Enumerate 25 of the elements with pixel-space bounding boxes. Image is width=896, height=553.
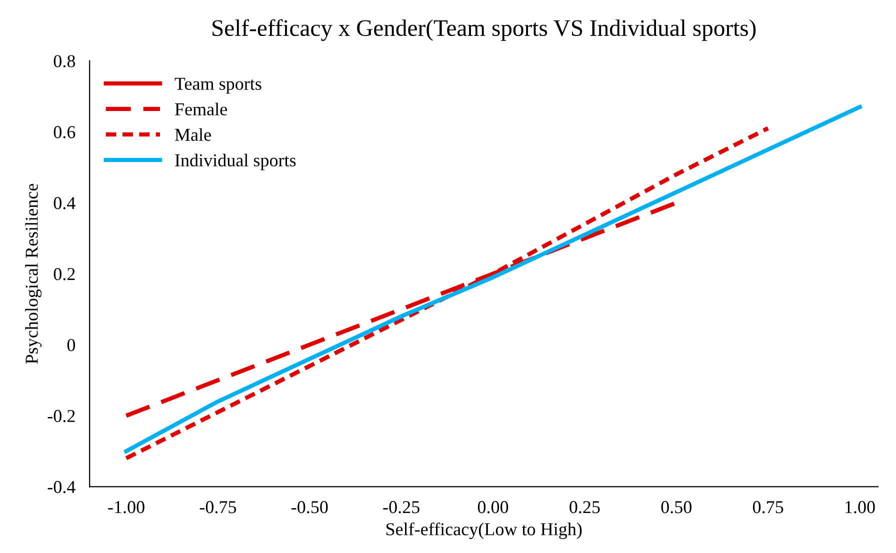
line-series	[124, 126, 770, 460]
y-tick-label: 0.6	[54, 126, 76, 138]
y-axis-title: Psychological Resilience	[25, 184, 42, 364]
line-series	[124, 104, 862, 454]
y-tick-label: 0.4	[54, 197, 76, 210]
legend-label: Individual sports	[175, 154, 296, 170]
x-tick-label: -0.25	[383, 501, 420, 514]
chart-title: Self-efficacy x Gender(Team sports VS Individual sports)	[212, 19, 756, 41]
legend-label: Male	[174, 128, 211, 141]
x-tick-label: -0.50	[292, 501, 328, 514]
x-tick-label: 0.75	[752, 501, 784, 514]
y-tick-label: -0.2	[48, 410, 75, 422]
x-tick-label: -1.00	[108, 501, 144, 514]
y-tick-label: 0.8	[54, 55, 76, 68]
legend-label: Team sports	[174, 78, 262, 94]
x-tick-label: 0.25	[570, 501, 600, 514]
x-tick-label: -0.75	[200, 501, 236, 514]
x-tick-label: 0.50	[661, 501, 692, 514]
x-tick-label: 0.00	[478, 501, 508, 514]
x-tick-label: 1.00	[846, 501, 875, 514]
y-tick-label: 0.2	[54, 268, 75, 280]
legend-label: Female	[174, 102, 227, 116]
y-tick-label: 0	[67, 338, 76, 352]
y-tick-label: -0.4	[48, 480, 76, 494]
x-axis-title: Self-efficacy(Low to High)	[386, 522, 582, 540]
